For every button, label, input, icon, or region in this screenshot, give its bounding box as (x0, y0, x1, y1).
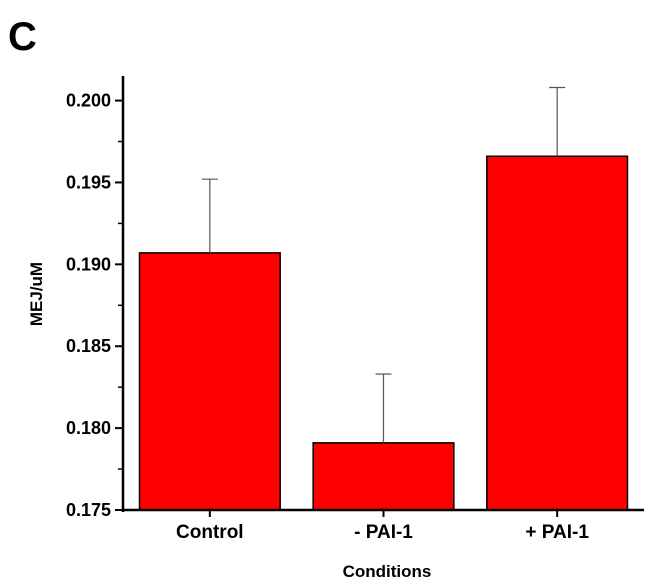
x-tick-label-1: - PAI-1 (354, 522, 413, 543)
x-tick-label-2: + PAI-1 (525, 522, 589, 543)
y-tick-label-0: 0.175 (66, 500, 111, 520)
error-bars-group (201, 86, 566, 443)
y-axis-title: MEJ/uM (27, 262, 46, 326)
panel-label: C (8, 15, 37, 59)
bars-group (138, 155, 629, 511)
x-axis-title: Conditions (343, 562, 432, 581)
y-ticks-group: 0.175 0.180 0.185 0.190 0.195 0.200 (66, 91, 123, 520)
plot-area: 0.175 0.180 0.185 0.190 0.195 0.200 Control - … (66, 76, 644, 543)
x-tick-labels-group: Control - PAI-1 + PAI-1 (176, 510, 589, 543)
x-tick-label-0: Control (176, 522, 244, 543)
bar-2 (486, 155, 629, 511)
y-tick-label-2: 0.185 (66, 336, 111, 356)
y-tick-label-4: 0.195 (66, 172, 111, 192)
bar-0 (138, 252, 281, 511)
bar-1 (312, 442, 455, 511)
y-tick-label-3: 0.190 (66, 254, 111, 274)
y-tick-label-1: 0.180 (66, 418, 111, 438)
y-tick-label-5: 0.200 (66, 91, 111, 111)
